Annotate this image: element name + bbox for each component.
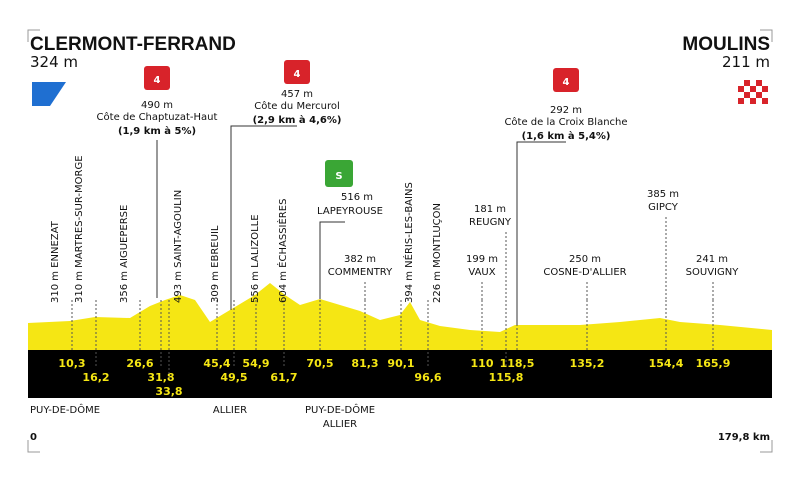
- climb-icon: [553, 68, 579, 92]
- waypoint-altitude: 382 m: [344, 254, 376, 265]
- climb-name: Côte de Chaptuzat-Haut: [97, 111, 218, 123]
- region: ALLIER: [213, 405, 247, 416]
- vertical-waypoint: 604 m ÉCHASSIÈRES: [276, 199, 289, 303]
- sprint-icon: [325, 160, 353, 187]
- region: ALLIER: [323, 419, 357, 430]
- climb-category: 4: [294, 69, 301, 80]
- vertical-waypoint: 226 m MONTLUÇON: [432, 203, 443, 303]
- km-marker: 81,3: [351, 357, 378, 370]
- sprint-label: S: [335, 171, 342, 182]
- distance-end: 179,8 km: [718, 432, 770, 443]
- waypoint-name: COSNE-D'ALLIER: [543, 267, 626, 278]
- vertical-waypoint: 310 m MARTRES-SUR-MORGE: [74, 155, 85, 303]
- climb-icon: [284, 60, 310, 84]
- waypoint-altitude: 241 m: [696, 254, 728, 265]
- climb-altitude: 490 m: [141, 100, 173, 111]
- vertical-waypoint: 556 m LALIZOLLE: [250, 214, 261, 303]
- region: PUY-DE-DÔME: [305, 403, 375, 416]
- km-marker: 49,5: [220, 371, 247, 384]
- km-marker: 31,8: [147, 371, 174, 384]
- km-marker: 61,7: [270, 371, 297, 384]
- km-marker: 135,2: [570, 357, 605, 370]
- finish-altitude: 211 m: [722, 53, 770, 71]
- climb-leader: [516, 141, 566, 325]
- km-marker: 118,5: [500, 357, 535, 370]
- km-marker: 26,6: [126, 357, 153, 370]
- waypoint-name: SOUVIGNY: [686, 267, 740, 278]
- km-marker: 45,4: [203, 357, 230, 370]
- climb-name: Côte du Mercurol: [254, 100, 340, 112]
- sprint-altitude: 516 m: [341, 192, 373, 203]
- region: PUY-DE-DÔME: [30, 403, 100, 416]
- vertical-waypoint: 394 m NÉRIS-LES-BAINS: [402, 182, 415, 303]
- distance-start: 0: [30, 432, 37, 443]
- frame-corners: [27, 29, 773, 453]
- climb-detail: (1,6 km à 5,4%): [522, 130, 611, 142]
- waypoint-altitude: 199 m: [466, 254, 498, 265]
- sprint-name: LAPEYROUSE: [317, 206, 383, 217]
- km-marker: 96,6: [414, 371, 441, 384]
- start-name: CLERMONT-FERRAND: [30, 34, 236, 55]
- waypoint-altitude: 385 m: [647, 189, 679, 200]
- km-marker: 90,1: [387, 357, 414, 370]
- sprint-leader: [319, 221, 345, 299]
- vertical-waypoint: 493 m SAINT-AGOULIN: [173, 190, 184, 303]
- km-marker: 16,2: [82, 371, 109, 384]
- km-marker: 154,4: [649, 357, 684, 370]
- km-marker: 10,3: [58, 357, 85, 370]
- km-marker: 165,9: [696, 357, 731, 370]
- climb-leader: [230, 125, 297, 310]
- climb-category: 4: [154, 75, 161, 86]
- climb-icon: [144, 66, 170, 90]
- climb-category: 4: [563, 77, 570, 88]
- climb-detail: (1,9 km à 5%): [118, 125, 196, 137]
- finish-flag: [738, 80, 768, 104]
- vertical-waypoint: 310 m ENNEZAT: [50, 220, 61, 303]
- waypoint-altitude: 181 m: [474, 204, 506, 215]
- waypoint-name: COMMENTRY: [328, 267, 393, 278]
- climb-altitude: 292 m: [550, 105, 582, 116]
- start-flag: [32, 82, 66, 106]
- vertical-waypoint: 309 m EBREUIL: [210, 225, 221, 303]
- finish-name: MOULINS: [682, 34, 770, 55]
- km-marker: 54,9: [242, 357, 269, 370]
- km-marker: 115,8: [489, 371, 524, 384]
- km-band: [28, 350, 772, 398]
- climb-detail: (2,9 km à 4,6%): [253, 114, 342, 126]
- km-marker: 110: [471, 357, 494, 370]
- climb-name: Côte de la Croix Blanche: [504, 116, 627, 128]
- km-marker: 70,5: [306, 357, 333, 370]
- start-altitude: 324 m: [30, 53, 78, 71]
- waypoint-name: VAUX: [468, 267, 495, 278]
- climb-altitude: 457 m: [281, 89, 313, 100]
- waypoint-name: GIPCY: [648, 202, 679, 213]
- elevation-profile: [28, 283, 772, 350]
- km-marker: 33,8: [155, 385, 182, 398]
- vertical-waypoint: 356 m AIGUEPERSE: [119, 205, 130, 303]
- waypoint-altitude: 250 m: [569, 254, 601, 265]
- waypoint-name: REUGNY: [469, 217, 512, 228]
